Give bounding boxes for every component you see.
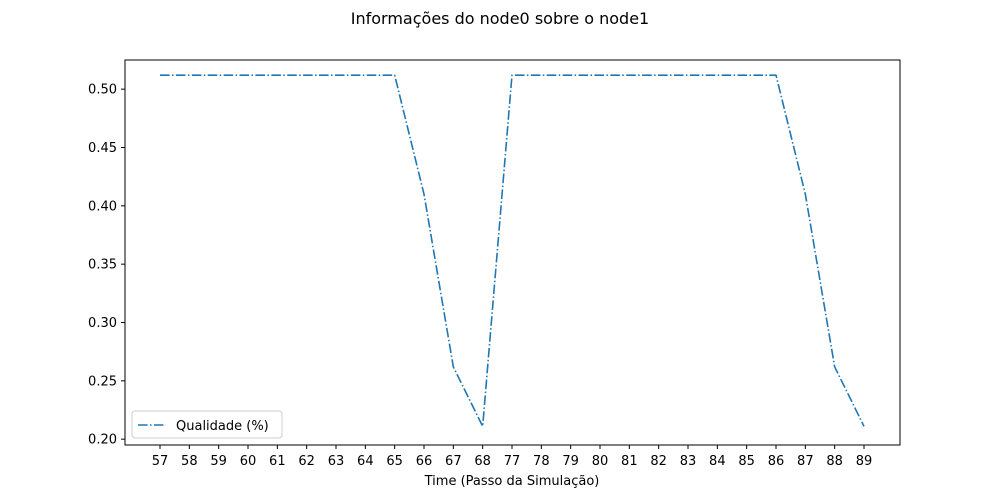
x-tick-label: 62: [298, 454, 315, 469]
x-axis: 57 58 59 60 61 62 63 64 65 66 67 68 77 78 79 80 81 82 83 84…: [152, 445, 873, 469]
x-tick-label: 67: [445, 454, 462, 469]
x-tick-label: 79: [562, 454, 579, 469]
y-tick-label: 0.20: [88, 433, 117, 448]
x-axis-label: Time (Passo da Simulação): [424, 474, 600, 489]
x-tick-label: 83: [680, 454, 697, 469]
x-tick-label: 81: [621, 454, 638, 469]
x-tick-label: 88: [826, 454, 843, 469]
x-tick-label: 89: [856, 454, 873, 469]
chart-title: Informações do node0 sobre o node1: [351, 9, 649, 28]
y-tick-label: 0.35: [88, 258, 117, 273]
x-tick-label: 87: [797, 454, 814, 469]
x-tick-label: 77: [504, 454, 521, 469]
series-layer: [160, 74, 865, 428]
x-tick-label: 63: [328, 454, 345, 469]
x-tick-label: 80: [592, 454, 609, 469]
y-tick-label: 0.50: [88, 83, 117, 98]
x-tick-label: 64: [357, 454, 374, 469]
x-tick-label: 66: [416, 454, 433, 469]
x-tick-label: 86: [768, 454, 785, 469]
x-tick-label: 82: [650, 454, 667, 469]
x-tick-label: 68: [474, 454, 491, 469]
x-tick-label: 60: [240, 454, 257, 469]
legend-box: [131, 410, 283, 439]
x-tick-label: 61: [269, 454, 286, 469]
y-axis: 0.20 0.25 0.30 0.35 0.40 0.45 0.50: [88, 83, 125, 448]
series-line: [160, 74, 865, 428]
x-tick-label: 58: [181, 454, 198, 469]
x-tick-label: 84: [709, 454, 726, 469]
y-tick-label: 0.25: [88, 374, 117, 389]
legend-label: Qualidade (%): [176, 419, 269, 434]
x-tick-label: 65: [386, 454, 403, 469]
legend: Qualidade (%): [131, 410, 283, 439]
x-tick-label: 78: [533, 454, 550, 469]
y-tick-label: 0.30: [88, 316, 117, 331]
plot-area-frame: [124, 59, 901, 446]
y-tick-label: 0.45: [88, 141, 117, 156]
x-tick-label: 85: [738, 454, 755, 469]
x-tick-label: 57: [152, 454, 169, 469]
x-tick-label: 59: [210, 454, 227, 469]
y-tick-label: 0.40: [88, 199, 117, 214]
